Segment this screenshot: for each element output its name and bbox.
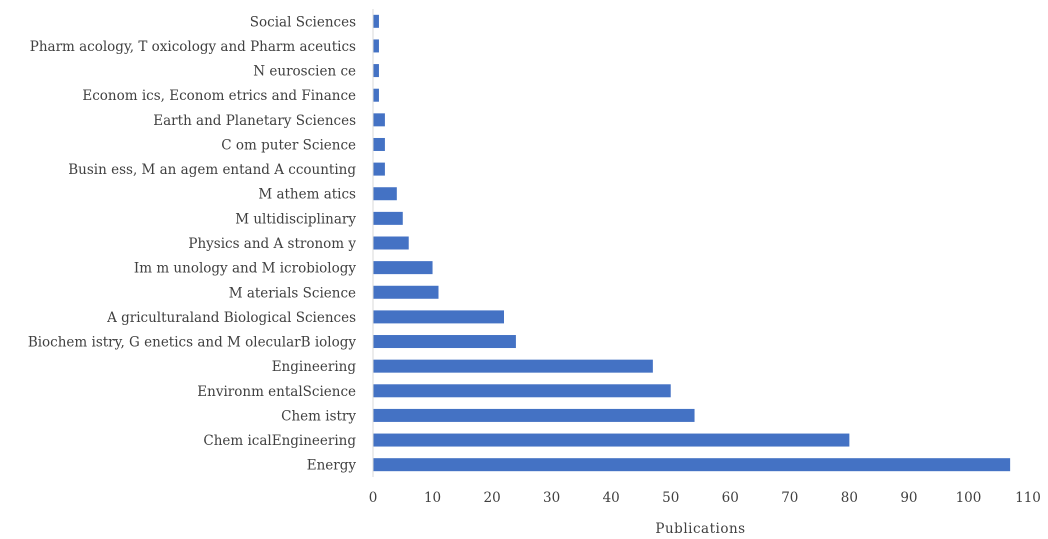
x-tick-label: 70 xyxy=(781,490,798,506)
x-tick-label: 100 xyxy=(956,490,982,506)
x-tick-labels: 0 10 20 30 40 50 60 70 80 90 100 110 xyxy=(369,490,1041,506)
bar xyxy=(373,162,385,176)
bar xyxy=(373,137,385,151)
bar xyxy=(373,408,695,422)
x-tick-label: 80 xyxy=(841,490,858,506)
bar xyxy=(373,310,504,324)
category-label: Environm entalScience xyxy=(197,384,356,400)
bar xyxy=(373,14,379,28)
x-tick-label: 110 xyxy=(1015,490,1041,506)
category-label: Earth and Planetary Sciences xyxy=(153,113,356,129)
category-label: C om puter Science xyxy=(221,137,356,153)
category-label: Physics and A stronom y xyxy=(188,236,356,252)
x-axis-title: Publications xyxy=(655,521,745,535)
category-label: Busin ess, M an agem entand A ccounting xyxy=(68,162,356,178)
x-tick-label: 50 xyxy=(662,490,679,506)
x-tick-label: 60 xyxy=(722,490,739,506)
category-label: M athem atics xyxy=(258,187,356,203)
category-label: Chem icalEngineering xyxy=(203,433,356,449)
x-tick-label: 10 xyxy=(424,490,441,506)
bar xyxy=(373,335,516,349)
bar xyxy=(373,88,379,102)
category-label: M ultidisciplinary xyxy=(235,211,356,227)
category-label: N euroscien ce xyxy=(253,64,356,80)
bar xyxy=(373,285,439,299)
x-tick-label: 90 xyxy=(900,490,917,506)
bar xyxy=(373,211,403,225)
category-label: Engineering xyxy=(272,359,357,375)
category-label: Chem istry xyxy=(281,408,356,424)
category-label: Social Sciences xyxy=(250,14,356,30)
category-label: Biochem istry, G enetics and M olecularB… xyxy=(28,335,357,351)
bar xyxy=(373,261,433,275)
bar xyxy=(373,64,379,78)
x-tick-label: 20 xyxy=(483,490,500,506)
category-label: M aterials Science xyxy=(229,285,356,301)
category-labels: Energy Chem icalEngineering Chem istry Envi… xyxy=(28,14,357,473)
bar xyxy=(373,113,385,127)
x-tick-label: 30 xyxy=(543,490,560,506)
category-label: Econom ics, Econom etrics and Finance xyxy=(82,88,356,104)
bar xyxy=(373,39,379,53)
bar xyxy=(373,384,671,398)
bar xyxy=(373,433,850,447)
category-label: Im m unology and M icrobiology xyxy=(134,261,356,277)
bars-layer xyxy=(373,14,1011,472)
x-tick-label: 40 xyxy=(603,490,620,506)
bar xyxy=(373,458,1011,472)
x-tick-label: 0 xyxy=(369,490,378,506)
bar xyxy=(373,236,409,250)
category-label: A griculturaland Biological Sciences xyxy=(106,310,356,326)
category-label: Pharm acology, T oxicology and Pharm ace… xyxy=(30,39,356,55)
bar xyxy=(373,359,653,373)
category-label: Energy xyxy=(307,458,357,474)
bar xyxy=(373,187,397,201)
